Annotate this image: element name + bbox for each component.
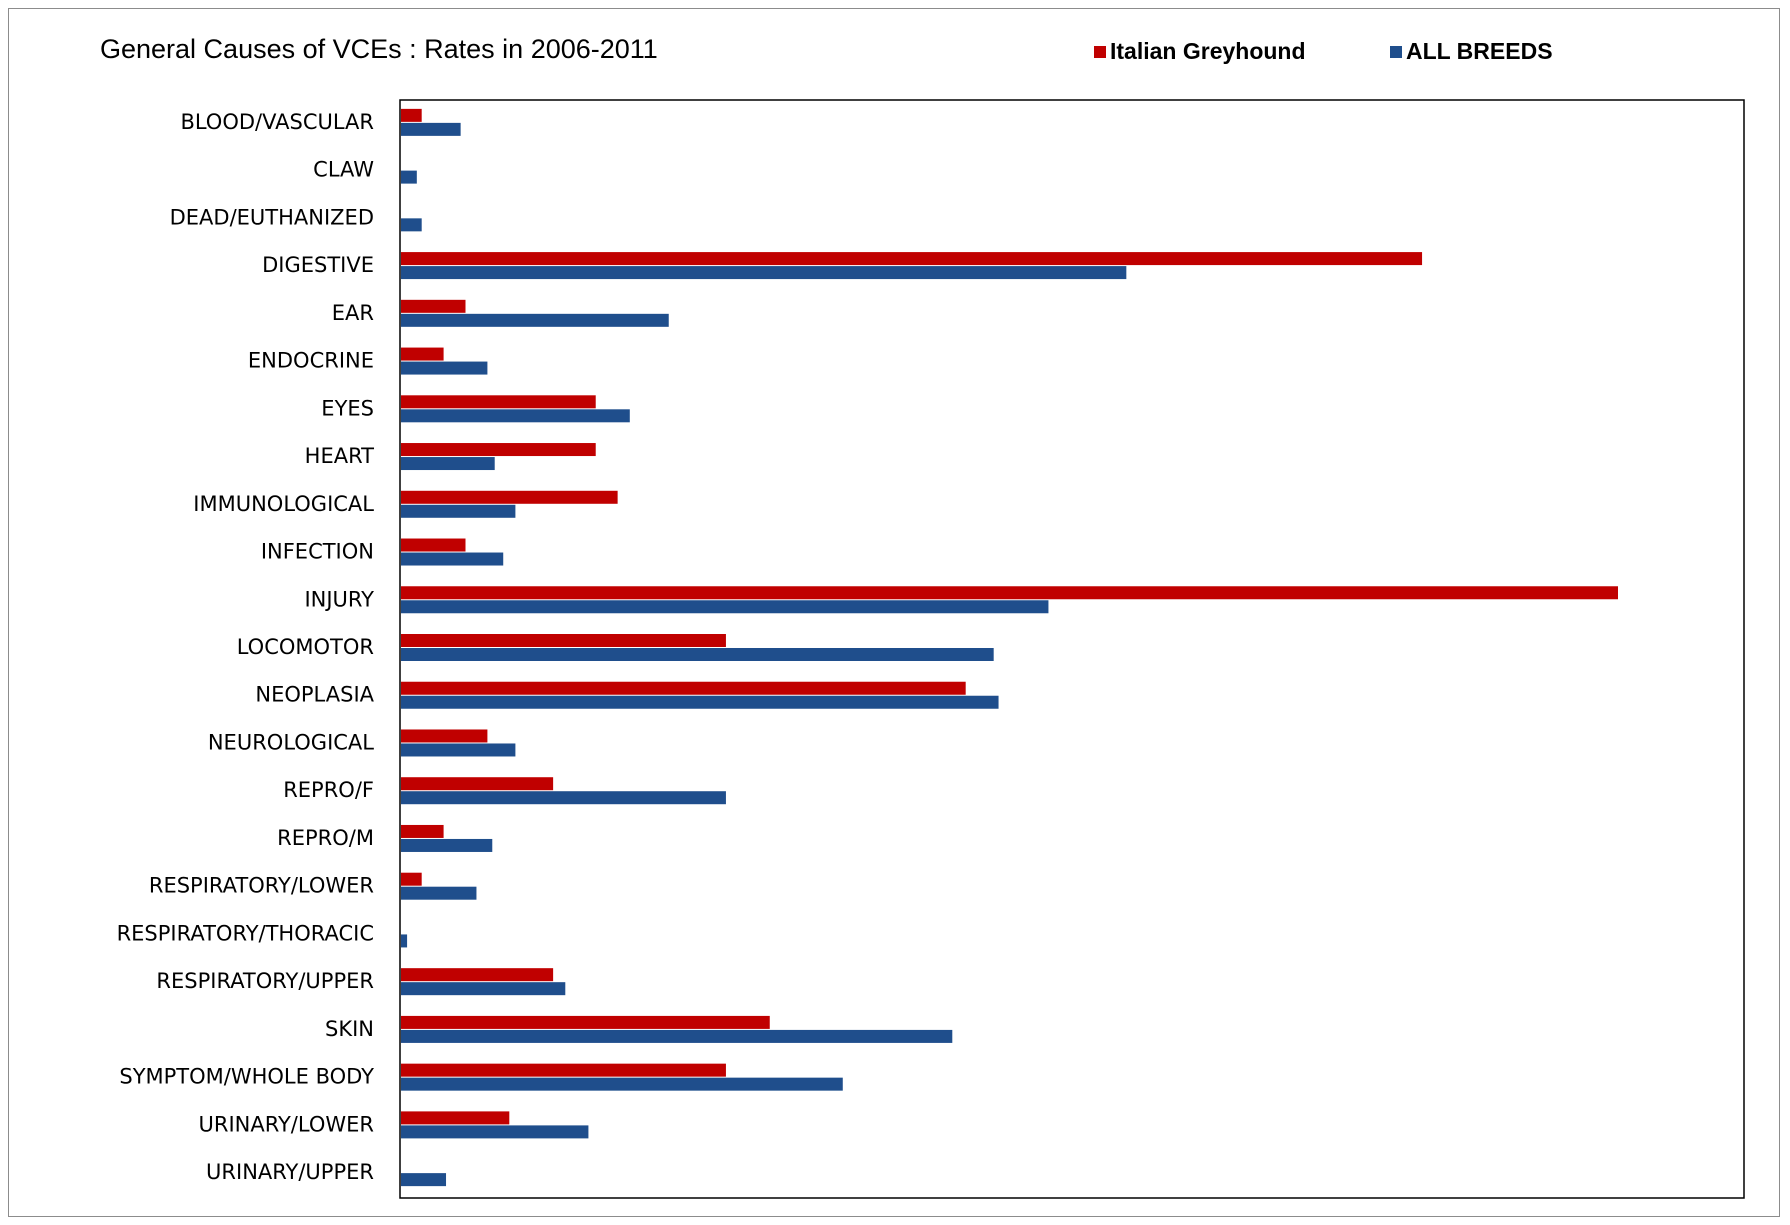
bar-italian-greyhound-infection	[401, 538, 466, 552]
bar-italian-greyhound-repro-m	[401, 824, 444, 838]
bar-italian-greyhound-blood-vascular	[401, 108, 422, 122]
bar-all-breeds-injury	[401, 600, 1049, 614]
bar-all-breeds-symptom-whole-body	[401, 1077, 843, 1091]
bar-italian-greyhound-heart	[401, 443, 596, 457]
category-label-eyes: EYES	[321, 396, 374, 420]
bar-italian-greyhound-eyes	[401, 395, 596, 409]
bar-all-breeds-ear	[401, 313, 669, 327]
category-labels: BLOOD/VASCULAR CLAW DEAD/EUTHANIZED DIGESTI…	[117, 110, 375, 1184]
bar-all-breeds-respiratory-thoracic	[401, 934, 408, 948]
bar-all-breeds-neurological	[401, 743, 516, 757]
category-label-injury: INJURY	[304, 587, 374, 611]
category-label-blood-vascular: BLOOD/VASCULAR	[180, 110, 374, 134]
bar-all-breeds-immunological	[401, 504, 516, 518]
bar-all-breeds-repro-f	[401, 791, 726, 805]
bar-italian-greyhound-repro-f	[401, 777, 554, 791]
legend-label-italian-greyhound: Italian Greyhound	[1110, 38, 1306, 64]
bar-italian-greyhound-ear	[401, 299, 466, 313]
bar-all-breeds-neoplasia	[401, 695, 999, 709]
bar-italian-greyhound-symptom-whole-body	[401, 1063, 726, 1077]
category-label-claw: CLAW	[313, 158, 374, 182]
bar-italian-greyhound-neoplasia	[401, 681, 966, 695]
bar-italian-greyhound-immunological	[401, 490, 618, 504]
chart-title: General Causes of VCEs : Rates in 2006-2…	[100, 34, 658, 64]
bar-all-breeds-claw	[401, 170, 417, 184]
legend-swatch-blue-icon	[1390, 45, 1402, 58]
bar-italian-greyhound-skin	[401, 1015, 770, 1029]
bar-italian-greyhound-respiratory-upper	[401, 968, 554, 982]
category-label-urinary-lower: URINARY/LOWER	[199, 1112, 375, 1136]
category-label-neoplasia: NEOPLASIA	[255, 683, 374, 707]
bar-all-breeds-dead-euthanized	[401, 218, 422, 232]
legend-item-italian-greyhound: Italian Greyhound	[1094, 38, 1306, 65]
category-label-respiratory-lower: RESPIRATORY/LOWER	[149, 874, 374, 898]
legend-swatch-red-icon	[1094, 45, 1106, 58]
category-label-dead-euthanized: DEAD/EUTHANIZED	[170, 205, 374, 229]
category-label-immunological: IMMUNOLOGICAL	[193, 492, 374, 516]
category-label-symptom-whole-body: SYMPTOM/WHOLE BODY	[119, 1065, 374, 1089]
bar-all-breeds-urinary-lower	[401, 1125, 589, 1139]
category-label-locomotor: LOCOMOTOR	[237, 635, 374, 659]
bars	[401, 108, 1618, 1187]
bar-italian-greyhound-locomotor	[401, 634, 726, 647]
bar-italian-greyhound-digestive	[401, 252, 1423, 266]
bar-italian-greyhound-injury	[401, 586, 1618, 600]
category-label-endocrine: ENDOCRINE	[248, 349, 374, 373]
bar-all-breeds-skin	[401, 1029, 953, 1043]
bar-italian-greyhound-endocrine	[401, 347, 444, 361]
legend-item-all-breeds: ALL BREEDS	[1390, 38, 1553, 65]
bar-all-breeds-locomotor	[401, 648, 994, 661]
bar-all-breeds-urinary-upper	[401, 1173, 447, 1187]
bar-italian-greyhound-respiratory-lower	[401, 872, 422, 886]
category-label-digestive: DIGESTIVE	[262, 253, 374, 277]
bar-italian-greyhound-urinary-lower	[401, 1111, 510, 1125]
bar-all-breeds-heart	[401, 457, 495, 471]
plot-area	[399, 99, 1745, 1199]
category-label-urinary-upper: URINARY/UPPER	[206, 1160, 374, 1184]
bar-all-breeds-infection	[401, 552, 504, 566]
bar-italian-greyhound-neurological	[401, 729, 488, 743]
bar-all-breeds-endocrine	[401, 361, 488, 375]
category-label-heart: HEART	[305, 444, 374, 468]
bar-all-breeds-eyes	[401, 409, 630, 423]
category-label-repro-f: REPRO/F	[283, 778, 374, 802]
bar-all-breeds-digestive	[401, 266, 1127, 280]
bar-all-breeds-respiratory-upper	[401, 982, 566, 996]
category-label-infection: INFECTION	[261, 540, 374, 564]
legend-label-all-breeds: ALL BREEDS	[1406, 38, 1553, 64]
bar-all-breeds-respiratory-lower	[401, 886, 477, 900]
category-label-respiratory-thoracic: RESPIRATORY/THORACIC	[117, 921, 374, 945]
bar-all-breeds-repro-m	[401, 838, 493, 852]
category-label-ear: EAR	[332, 301, 374, 325]
category-label-neurological: NEUROLOGICAL	[208, 730, 374, 754]
category-label-respiratory-upper: RESPIRATORY/UPPER	[156, 969, 374, 993]
category-label-skin: SKIN	[325, 1017, 374, 1041]
category-label-repro-m: REPRO/M	[277, 826, 374, 850]
bar-all-breeds-blood-vascular	[401, 122, 461, 136]
